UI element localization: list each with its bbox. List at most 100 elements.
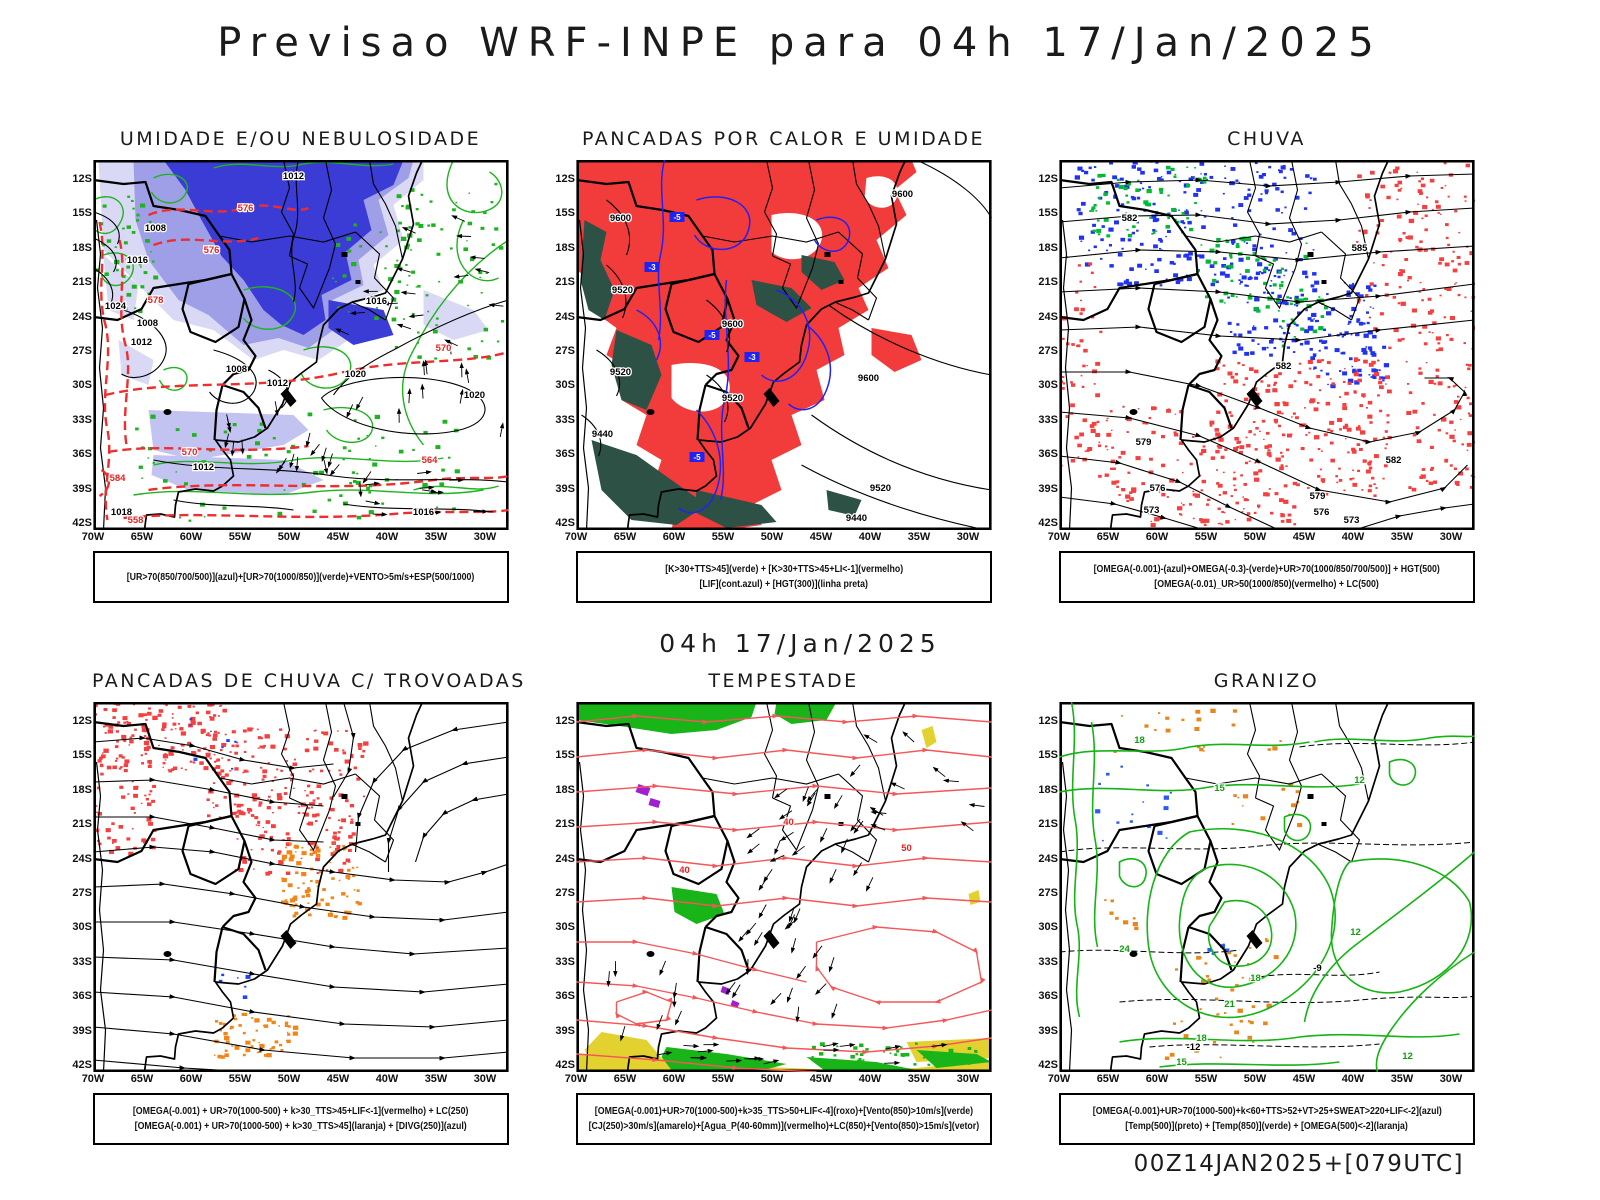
lat-tick-label: 21S xyxy=(72,818,92,831)
panel-pancadas-calor-title: PANCADAS POR CALOR E UMIDADE xyxy=(581,128,985,150)
lat-tick-label: 27S xyxy=(72,887,92,899)
panel-tempestade: TEMPESTADE 12S 15S 18S 21S 24S 27S 30S 33S 36S 39… xyxy=(549,670,992,1145)
granizo-lon-axis: 70W 65W 60W 55W 50W 45W 40W 35W 30W xyxy=(1048,1072,1475,1087)
trovoadas-lon-axis: 70W 65W 60W 55W 50W 45W 40W 35W 30W xyxy=(82,1072,509,1087)
umidade-map: 1012 1008 1016 1024 1008 1012 1008 1012 … xyxy=(93,160,509,530)
lon-tick-label: 55W xyxy=(1194,1073,1218,1085)
lon-tick-label: 35W xyxy=(1390,531,1414,543)
lon-tick-label: 70W xyxy=(564,1073,588,1085)
lon-tick-label: 55W xyxy=(711,1073,735,1085)
lon-tick-label: 65W xyxy=(1096,1073,1120,1085)
svg-text:-5: -5 xyxy=(708,331,716,340)
panel-tempestade-title: TEMPESTADE xyxy=(708,670,859,692)
lat-tick-label: 30S xyxy=(1038,379,1058,392)
lon-tick-label: 70W xyxy=(81,531,105,543)
panel-chuva: CHUVA 12S 15S 18S 21S 24S 27S 30S 33S 36S 39S 42S xyxy=(1032,128,1475,603)
lat-tick-label: 12S xyxy=(1038,173,1058,185)
lon-tick-label: 70W xyxy=(564,531,588,543)
umidade-lon-axis: 70W 65W 60W 55W 50W 45W 40W 35W 30W xyxy=(82,530,509,545)
lon-tick-label: 60W xyxy=(1145,1073,1169,1085)
svg-text:18: 18 xyxy=(1196,1033,1207,1044)
lat-tick-label: 42S xyxy=(1038,517,1058,529)
chuva-map-svg: 582 585 582 579 576 573 582 579 576 573 xyxy=(1059,160,1475,530)
panel-pancadas-calor: PANCADAS POR CALOR E UMIDADE 12S 15S 18S 21… xyxy=(549,128,992,603)
lat-tick-label: 42S xyxy=(72,1059,92,1071)
svg-text:564: 564 xyxy=(422,455,439,466)
lon-tick-label: 35W xyxy=(907,1073,931,1085)
pancadas-lon-axis: 70W 65W 60W 55W 50W 45W 40W 35W 30W xyxy=(565,530,992,545)
svg-text:-3: -3 xyxy=(748,353,756,362)
lon-tick-label: 35W xyxy=(907,531,931,543)
lat-tick-label: 36S xyxy=(555,448,575,461)
lon-tick-label: 40W xyxy=(1341,531,1365,543)
svg-text:-12: -12 xyxy=(1187,1042,1201,1053)
lon-tick-label: 30W xyxy=(956,531,980,543)
lon-tick-label: 40W xyxy=(858,1073,882,1085)
trovoadas-caption: [OMEGA(-0.001) + UR>70(1000-500) + k>30_… xyxy=(93,1093,509,1145)
svg-text:9600: 9600 xyxy=(892,189,913,200)
svg-text:9520: 9520 xyxy=(870,483,891,494)
lat-tick-label: 36S xyxy=(72,990,92,1003)
panel-granizo: GRANIZO 12S 15S 18S 21S 24S 27S 30S 33S 36S 39S 42… xyxy=(1032,670,1475,1145)
lon-tick-label: 55W xyxy=(711,531,735,543)
svg-text:9600: 9600 xyxy=(858,373,879,384)
svg-text:15: 15 xyxy=(1214,783,1225,794)
mid-date: 04h 17/Jan/2025 xyxy=(659,629,941,658)
chuva-caption: [OMEGA(-0.001)-(azul)+OMEGA(-0.3)-(verde… xyxy=(1059,551,1475,603)
bottom-row: PANCADAS DE CHUVA C/ TROVOADAS 12S 15S 18S… xyxy=(0,670,1600,1145)
svg-text:582: 582 xyxy=(1276,361,1292,372)
lat-tick-label: 15S xyxy=(72,749,92,762)
granizo-caption: [OMEGA(-0.001)+UR>70(1000-500)+k<60+TTS>… xyxy=(1059,1093,1475,1145)
svg-text:585: 585 xyxy=(1352,243,1369,254)
svg-text:576: 576 xyxy=(238,203,254,214)
lat-tick-label: 27S xyxy=(1038,887,1058,899)
lat-tick-label: 36S xyxy=(72,448,92,461)
lat-tick-label: 36S xyxy=(1038,990,1058,1003)
lat-tick-label: 42S xyxy=(555,1059,575,1071)
lat-tick-label: 21S xyxy=(555,276,575,289)
lat-tick-label: 15S xyxy=(72,207,92,220)
lat-tick-label: 15S xyxy=(555,207,575,220)
lon-tick-label: 30W xyxy=(1439,1073,1463,1085)
lon-tick-label: 45W xyxy=(809,1073,833,1085)
lat-tick-label: 21S xyxy=(555,818,575,831)
lat-tick-label: 39S xyxy=(1038,1024,1058,1037)
lon-tick-label: 60W xyxy=(179,1073,203,1085)
svg-text:9520: 9520 xyxy=(610,367,631,378)
lat-tick-label: 42S xyxy=(555,517,575,529)
svg-text:21: 21 xyxy=(1224,999,1235,1010)
lon-tick-label: 50W xyxy=(760,531,784,543)
tempestade-map-svg: 40 50 40 xyxy=(576,702,992,1072)
svg-text:582: 582 xyxy=(1122,213,1138,224)
lon-tick-label: 50W xyxy=(277,531,301,543)
lon-tick-label: 70W xyxy=(1047,1073,1071,1085)
svg-text:-5: -5 xyxy=(673,213,681,222)
svg-text:12: 12 xyxy=(1354,775,1365,786)
svg-text:1012: 1012 xyxy=(131,337,152,348)
lat-tick-label: 18S xyxy=(72,241,92,254)
pancadas-map: -5 -3 -5 -3 -5 9600 9600 9520 9600 9520 … xyxy=(576,160,992,530)
pancadas-map-svg: -5 -3 -5 -3 -5 9600 9600 9520 9600 9520 … xyxy=(576,160,992,530)
svg-text:570: 570 xyxy=(182,447,198,458)
svg-text:40: 40 xyxy=(679,865,690,876)
lon-tick-label: 45W xyxy=(1292,1073,1316,1085)
svg-text:12: 12 xyxy=(1350,927,1361,938)
granizo-map-svg: 18 15 12 24 21 18 12 15 18 12 -12 -9 xyxy=(1059,702,1475,1072)
lon-tick-label: 65W xyxy=(130,1073,154,1085)
lat-tick-label: 18S xyxy=(555,241,575,254)
tempestade-lat-axis: 12S 15S 18S 21S 24S 27S 30S 33S 36S 39S 42S xyxy=(549,702,576,1072)
svg-text:-9: -9 xyxy=(1313,963,1321,974)
lat-tick-label: 30S xyxy=(72,379,92,392)
tempestade-lon-axis: 70W 65W 60W 55W 50W 45W 40W 35W 30W xyxy=(565,1072,992,1087)
lon-tick-label: 30W xyxy=(1439,531,1463,543)
lat-tick-label: 27S xyxy=(555,887,575,899)
lat-tick-label: 33S xyxy=(72,413,92,426)
trovoadas-map xyxy=(93,702,509,1072)
svg-text:576: 576 xyxy=(204,245,220,256)
svg-text:1012: 1012 xyxy=(193,462,214,473)
lon-tick-label: 35W xyxy=(424,1073,448,1085)
lat-tick-label: 18S xyxy=(1038,783,1058,796)
lon-tick-label: 70W xyxy=(1047,531,1071,543)
svg-text:1020: 1020 xyxy=(345,369,366,380)
svg-text:576: 576 xyxy=(1150,483,1166,494)
